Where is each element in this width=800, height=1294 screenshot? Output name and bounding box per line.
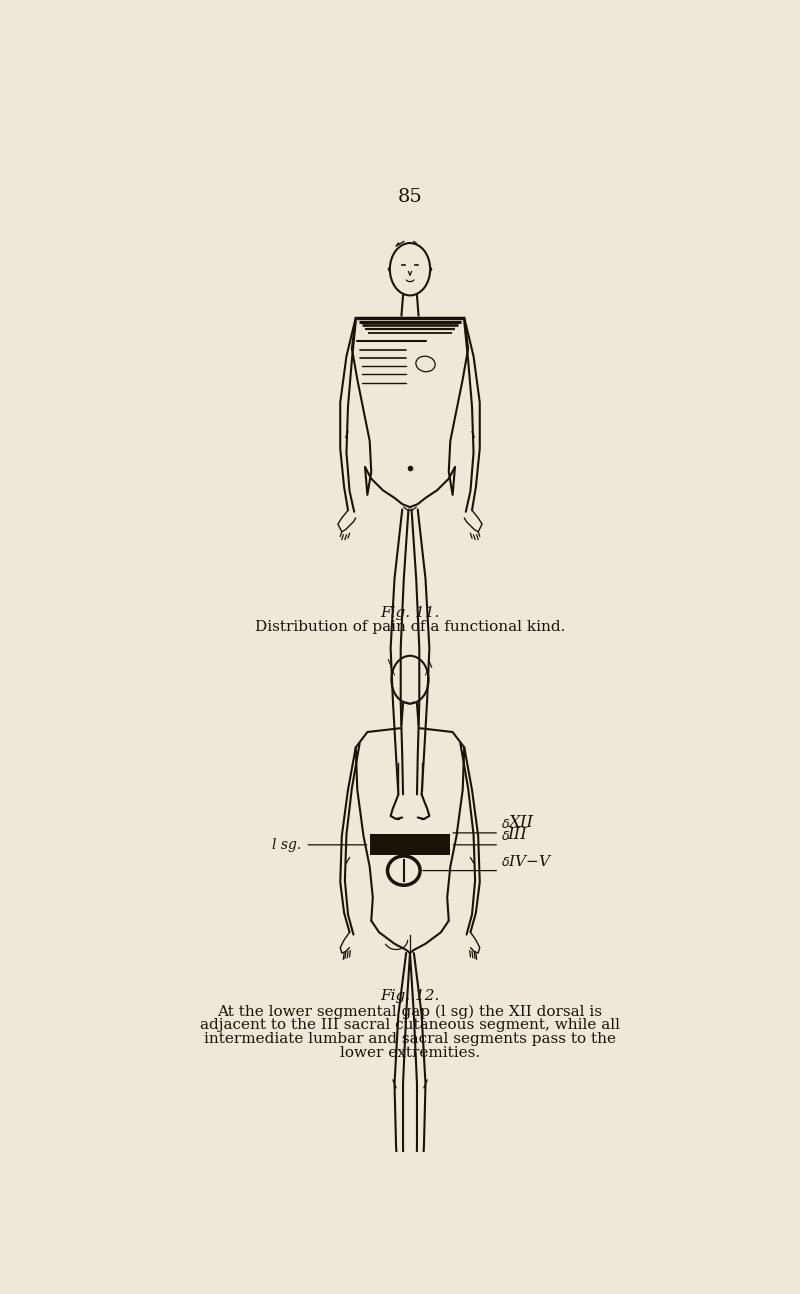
Text: Fig. 12.: Fig. 12.	[380, 989, 440, 1003]
Text: 85: 85	[398, 188, 422, 206]
Text: At the lower segmental gap (l sg) the XII dorsal is: At the lower segmental gap (l sg) the XI…	[218, 1004, 602, 1018]
Text: intermediate lumbar and sacral segments pass to the: intermediate lumbar and sacral segments …	[204, 1033, 616, 1047]
Text: adjacent to the III sacral cutaneous segment, while all: adjacent to the III sacral cutaneous seg…	[200, 1018, 620, 1033]
Bar	[370, 835, 450, 855]
Text: XII: XII	[508, 814, 533, 831]
Text: $\delta$: $\delta$	[501, 857, 510, 870]
Ellipse shape	[387, 855, 420, 885]
Text: IV$-$V: IV$-$V	[508, 854, 552, 870]
Text: l sg.: l sg.	[272, 837, 302, 851]
Text: $\delta$: $\delta$	[501, 831, 510, 844]
Text: Fig. 11.: Fig. 11.	[380, 606, 440, 620]
Text: Distribution of pain of a functional kind.: Distribution of pain of a functional kin…	[255, 620, 565, 634]
Text: lower extremities.: lower extremities.	[340, 1046, 480, 1060]
Text: III: III	[508, 827, 527, 844]
Text: $\delta$: $\delta$	[501, 818, 510, 831]
